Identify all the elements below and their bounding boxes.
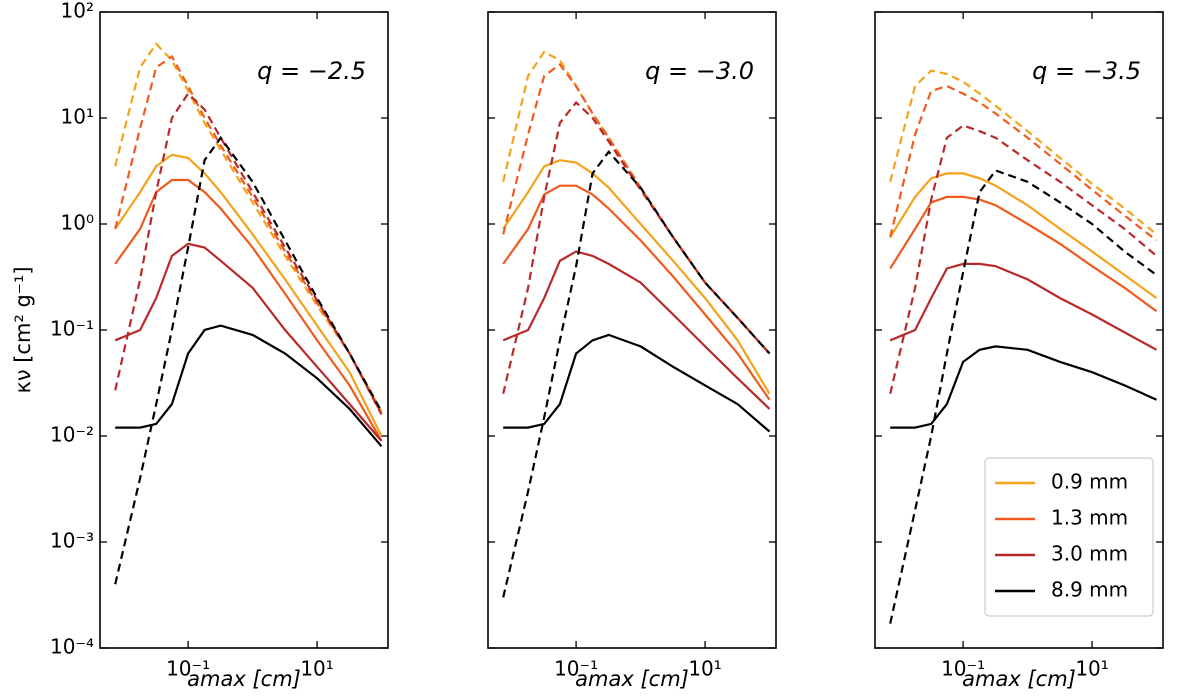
dashed-line — [114, 91, 383, 415]
annotation: q = −2.5 — [257, 57, 366, 85]
dashed-line — [114, 135, 383, 585]
plot-frame — [99, 11, 389, 649]
dashed-line — [502, 100, 771, 395]
x-tick-label: 10⁻¹ — [554, 657, 598, 681]
y-tick-label: 10¹ — [61, 105, 94, 129]
x-tick-label: 10¹ — [300, 657, 333, 681]
line — [503, 333, 771, 433]
y-tick-label: 10⁻³ — [50, 529, 94, 553]
y-tick-label: 10⁻¹ — [50, 317, 94, 341]
legend-label: 3.0 mm — [1051, 542, 1128, 566]
annotation: q = −3.5 — [1032, 57, 1141, 85]
x-tick-label: 10⁻¹ — [166, 657, 210, 681]
dashed-line — [502, 150, 771, 598]
y-tick-label: 10⁻⁴ — [50, 635, 94, 659]
line — [114, 153, 383, 437]
x-tick-label: 10¹ — [1075, 657, 1108, 681]
line — [114, 242, 383, 442]
y-axis-label: κν [cm² g⁻¹] — [11, 266, 35, 393]
x-axis-label: amax [cm] — [962, 667, 1076, 691]
line — [889, 172, 1158, 299]
dashed-line — [889, 169, 1158, 624]
y-tick-label: 10² — [61, 0, 94, 23]
x-tick-label: 10⁻¹ — [941, 657, 985, 681]
legend-label: 0.9 mm — [1051, 470, 1128, 494]
line — [502, 159, 771, 395]
y-tick-label: 10⁻² — [50, 423, 94, 447]
y-tick-label: 10⁰ — [61, 211, 94, 235]
dashed-line — [889, 69, 1158, 236]
plot-frame — [487, 11, 777, 649]
line — [115, 324, 383, 448]
line — [502, 184, 771, 401]
dashed-line — [889, 124, 1158, 395]
line — [889, 195, 1158, 313]
x-axis-label: amax [cm] — [187, 667, 301, 691]
line — [114, 178, 383, 442]
legend-label: 1.3 mm — [1051, 506, 1128, 530]
legend-label: 8.9 mm — [1051, 578, 1128, 602]
dashed-line — [114, 42, 383, 413]
line — [889, 262, 1158, 351]
x-axis-label: amax [cm] — [575, 667, 689, 691]
line — [890, 345, 1157, 429]
annotation: q = −3.0 — [645, 57, 754, 85]
line — [502, 250, 771, 410]
legend-box — [984, 457, 1154, 617]
x-tick-label: 10¹ — [688, 657, 721, 681]
dashed-line — [889, 84, 1158, 242]
